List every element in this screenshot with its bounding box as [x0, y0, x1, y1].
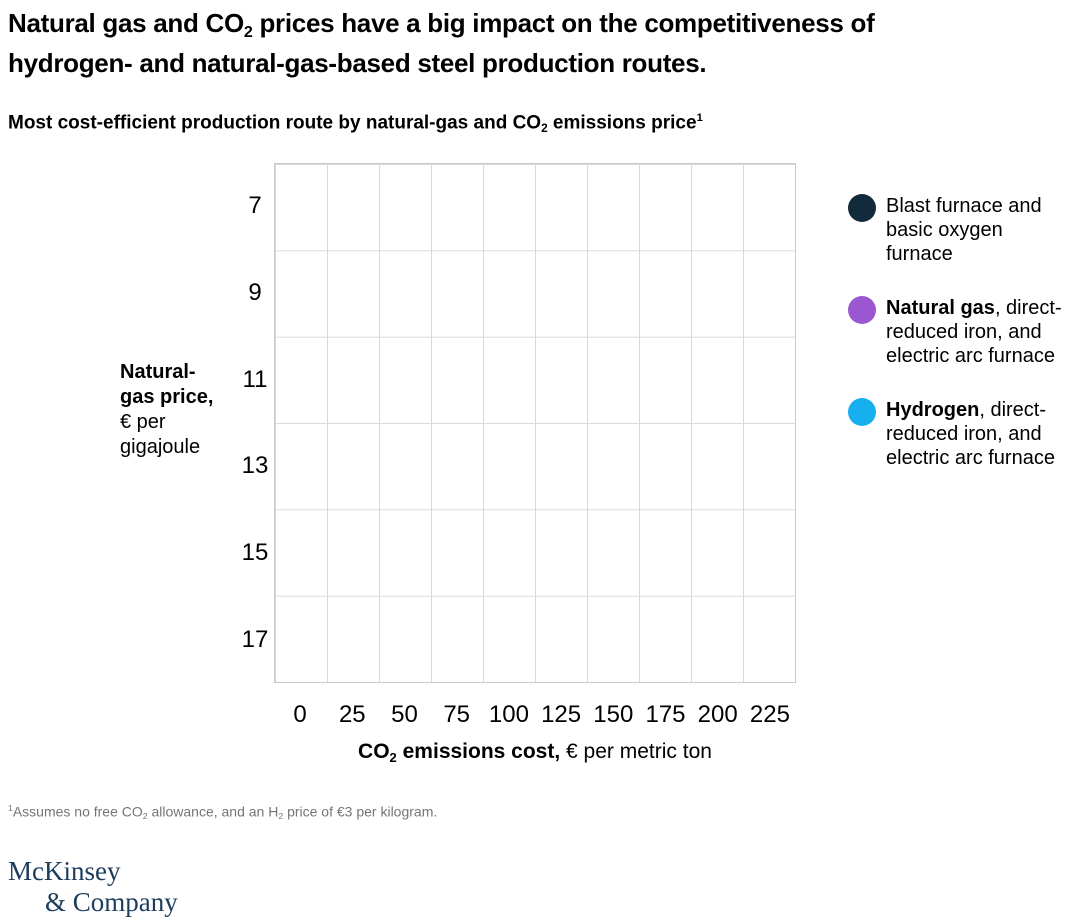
x-tick-label: 50	[391, 701, 418, 728]
y-axis-title-line: gigajoule	[120, 436, 201, 458]
y-axis-title-line: Natural-	[120, 361, 196, 383]
x-tick-label: 175	[645, 701, 686, 728]
footnote-marker: 1	[696, 112, 703, 124]
chart-subtitle: Most cost-efficient production route by …	[8, 112, 703, 135]
y-tick-label: 15	[241, 539, 269, 566]
h2-subscript: 2	[278, 811, 284, 822]
legend-label: Natural gas, direct-reduced iron, and ele…	[886, 297, 1062, 367]
x-tick-label: 225	[749, 701, 790, 728]
chart-legend: Blast furnace and basic oxygen furnace Nat…	[848, 194, 1070, 500]
page-title: Natural gas and CO2 prices have a big im…	[8, 8, 875, 78]
x-tick-label: 25	[338, 701, 366, 728]
co2-subscript: 2	[389, 749, 397, 765]
y-axis-title: Natural- gas price, € per gigajoule	[120, 360, 230, 460]
y-tick-label: 7	[248, 192, 262, 220]
legend-item-hydrogen: Hydrogen, direct-reduced iron, and electr…	[848, 398, 1070, 470]
co2-subscript: 2	[243, 22, 253, 41]
y-tick-label: 9	[248, 279, 262, 306]
y-tick-label: 11	[242, 365, 268, 393]
legend-dot-hydrogen	[848, 398, 876, 426]
y-axis-ticks: 7 9 11 13 15 17	[225, 163, 285, 683]
chart-plot-grid	[274, 163, 796, 683]
y-tick-label: 17	[241, 625, 269, 653]
y-tick-label: 13	[241, 452, 269, 480]
legend-dot-natural-gas	[848, 296, 876, 324]
x-tick-label: 150	[593, 701, 634, 728]
legend-item-blast-furnace: Blast furnace and basic oxygen furnace	[848, 194, 1070, 266]
x-axis-title: CO2 emissions cost, € per metric ton	[358, 740, 712, 765]
co2-subscript: 2	[142, 811, 148, 822]
legend-item-natural-gas: Natural gas, direct-reduced iron, and ele…	[848, 296, 1070, 368]
co2-subscript: 2	[541, 121, 548, 135]
x-tick-label: 200	[697, 701, 738, 728]
logo-line: McKinsey	[8, 856, 121, 886]
footnote: 1Assumes no free CO2 allowance, and an H…	[8, 803, 438, 822]
y-axis-title-line: gas price,	[120, 386, 214, 408]
x-axis-ticks: 0 25 50 75 100 125 150 175 200 225	[274, 701, 796, 731]
x-tick-label: 0	[293, 701, 307, 728]
legend-label: Blast furnace and basic oxygen furnace	[886, 195, 1042, 265]
legend-label: Hydrogen, direct-reduced iron, and electr…	[886, 399, 1055, 469]
x-tick-label: 100	[488, 701, 529, 728]
legend-dot-blast-furnace	[848, 194, 876, 222]
x-tick-label: 125	[541, 701, 582, 728]
logo-line: & Company	[45, 887, 178, 917]
mckinsey-logo: McKinsey & Company	[8, 856, 178, 918]
y-axis-title-line: € per	[120, 411, 166, 433]
x-tick-label: 75	[443, 701, 471, 728]
